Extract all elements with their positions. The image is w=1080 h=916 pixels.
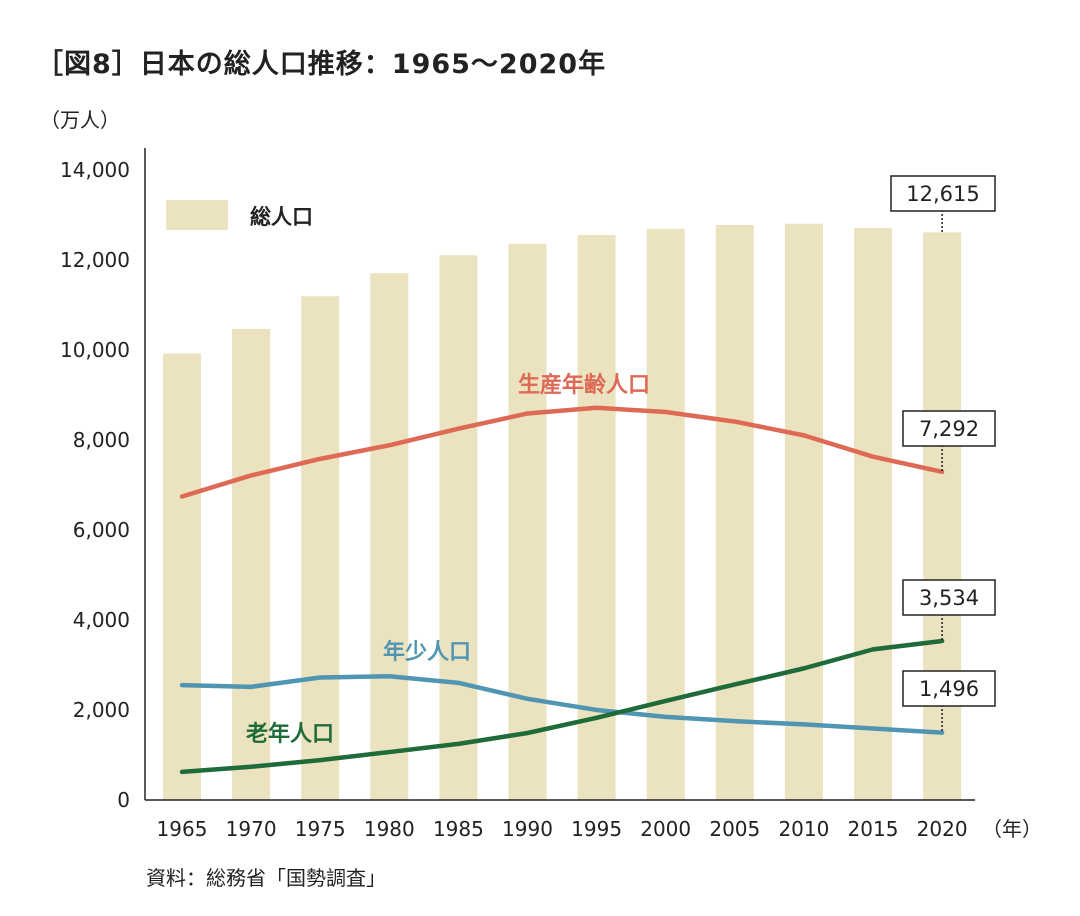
line-elderly	[179, 638, 945, 775]
series-label-working-age: 生産年齢人口	[518, 372, 650, 398]
annotation-box	[902, 579, 996, 616]
x-tick-label: 1975	[295, 817, 346, 841]
annotation-box	[902, 410, 996, 447]
bar-total-2005	[715, 225, 754, 800]
y-tick-label: 4,000	[73, 608, 130, 632]
bar-total-2010	[784, 223, 823, 801]
x-tick-label: 2015	[848, 817, 899, 841]
y-tick-label: 8,000	[73, 428, 130, 452]
y-tick-label: 10,000	[60, 338, 130, 362]
annotation-box	[902, 670, 996, 707]
y-tick-label: 14,000	[60, 158, 130, 182]
y-tick-label: 0	[117, 788, 130, 812]
annotation-value: 3,534	[919, 586, 979, 610]
bar-total-1985	[439, 255, 478, 800]
line-working-age	[179, 405, 945, 499]
x-tick-label: 2020	[917, 817, 968, 841]
x-tick-label: 1990	[502, 817, 553, 841]
x-tick-label: 1995	[571, 817, 622, 841]
x-tick-label: 1985	[433, 817, 484, 841]
bar-total-1990	[508, 243, 547, 800]
series-label-elderly: 老年人口	[245, 721, 334, 747]
y-tick-label: 6,000	[73, 518, 130, 542]
annotation-value: 1,496	[919, 677, 979, 701]
bar-total-1975	[301, 296, 340, 800]
x-tick-label: 2000	[640, 817, 691, 841]
bar-total-1970	[232, 328, 271, 800]
annotation-value: 12,615	[906, 182, 979, 206]
annotation-value: 7,292	[919, 417, 979, 441]
source-note: 資料：総務省「国勢調査」	[146, 866, 386, 890]
y-tick-label: 2,000	[73, 698, 130, 722]
x-tick-label: 1965	[157, 817, 208, 841]
x-tick-label: 1970	[226, 817, 277, 841]
x-axis-unit-label: （年）	[982, 817, 1042, 841]
series-label-youth: 年少人口	[383, 639, 471, 665]
line-youth	[179, 673, 945, 735]
x-tick-label: 1980	[364, 817, 415, 841]
bar-total-1965	[163, 353, 201, 800]
y-axis-unit-label: （万人）	[40, 108, 120, 132]
legend-label-total: 総人口	[250, 205, 313, 229]
bar-total-1980	[370, 273, 409, 801]
y-tick-label: 12,000	[60, 248, 130, 272]
x-tick-label: 2005	[709, 817, 760, 841]
chart-title: ［図8］日本の総人口推移：1965〜2020年	[36, 49, 607, 80]
bar-total-2015	[854, 228, 892, 801]
annotation-box	[890, 175, 996, 212]
x-tick-label: 2010	[778, 817, 829, 841]
legend-swatch-total	[166, 200, 228, 230]
